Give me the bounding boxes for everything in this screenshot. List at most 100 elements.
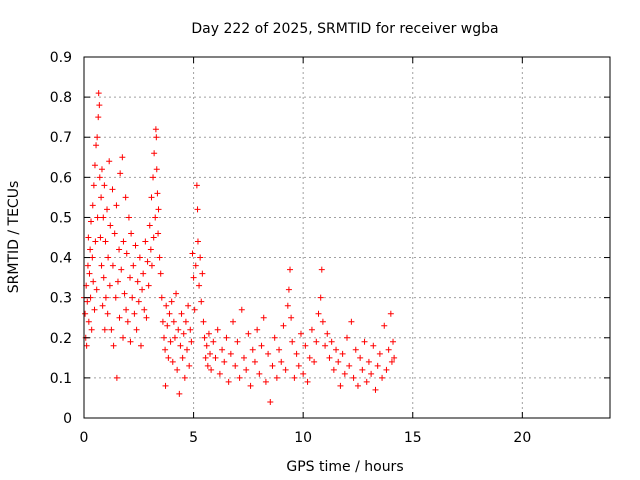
data-point bbox=[148, 262, 155, 269]
data-point bbox=[288, 314, 295, 321]
y-axis-label: SRMTID / TECUs bbox=[6, 181, 22, 294]
data-point bbox=[182, 318, 189, 325]
data-point bbox=[135, 298, 142, 305]
data-point bbox=[308, 326, 315, 333]
data-point bbox=[210, 338, 217, 345]
data-point bbox=[118, 266, 125, 273]
data-point bbox=[89, 202, 96, 209]
data-point bbox=[146, 222, 153, 229]
x-tick-label: 20 bbox=[513, 430, 531, 446]
data-point bbox=[234, 338, 241, 345]
data-point bbox=[212, 354, 219, 361]
data-point bbox=[359, 366, 366, 373]
data-point bbox=[363, 378, 370, 385]
y-tick-label: 0.6 bbox=[50, 170, 72, 186]
data-point bbox=[152, 214, 159, 221]
data-point bbox=[93, 286, 100, 293]
data-point bbox=[108, 326, 115, 333]
data-point bbox=[354, 382, 361, 389]
data-point bbox=[194, 206, 201, 213]
data-point bbox=[150, 174, 157, 181]
data-point bbox=[208, 366, 215, 373]
data-point bbox=[216, 370, 223, 377]
data-point bbox=[368, 370, 375, 377]
data-point bbox=[109, 186, 116, 193]
data-point bbox=[119, 154, 126, 161]
data-point bbox=[387, 310, 394, 317]
data-point bbox=[101, 326, 108, 333]
data-point bbox=[221, 358, 228, 365]
data-point bbox=[127, 338, 134, 345]
data-point bbox=[365, 358, 372, 365]
data-point bbox=[130, 262, 137, 269]
data-point bbox=[148, 194, 155, 201]
y-tick-label: 0.2 bbox=[50, 331, 72, 347]
y-tick-label: 0.7 bbox=[50, 130, 72, 146]
data-point bbox=[93, 142, 100, 149]
data-point bbox=[265, 350, 272, 357]
chart-title: Day 222 of 2025, SRMTID for receiver wgb… bbox=[191, 21, 498, 37]
data-point bbox=[94, 134, 101, 141]
data-point bbox=[136, 254, 143, 261]
data-point bbox=[189, 250, 196, 257]
data-point bbox=[160, 334, 167, 341]
data-point bbox=[90, 278, 97, 285]
data-point bbox=[111, 230, 118, 237]
data-point bbox=[142, 238, 149, 245]
data-point bbox=[236, 374, 243, 381]
data-point bbox=[200, 318, 207, 325]
data-point bbox=[145, 282, 152, 289]
data-point bbox=[168, 298, 175, 305]
data-point bbox=[127, 274, 134, 281]
data-point bbox=[291, 374, 298, 381]
data-point bbox=[106, 282, 113, 289]
data-point bbox=[232, 362, 239, 369]
data-point bbox=[99, 302, 106, 309]
grid-lines bbox=[84, 57, 610, 418]
data-point bbox=[374, 362, 381, 369]
data-point bbox=[91, 306, 98, 313]
data-point bbox=[243, 366, 250, 373]
data-point bbox=[391, 354, 398, 361]
data-point bbox=[171, 334, 178, 341]
data-point bbox=[284, 302, 291, 309]
y-tick-label: 0.4 bbox=[50, 251, 72, 267]
data-point bbox=[98, 194, 105, 201]
data-point bbox=[85, 318, 92, 325]
data-point bbox=[88, 218, 95, 225]
data-point bbox=[187, 326, 194, 333]
data-point bbox=[100, 274, 107, 281]
data-point bbox=[287, 266, 294, 273]
y-tick-label: 0.1 bbox=[50, 371, 72, 387]
data-point bbox=[214, 326, 221, 333]
data-point bbox=[328, 338, 335, 345]
data-point bbox=[107, 222, 114, 229]
data-point bbox=[177, 342, 184, 349]
data-point bbox=[289, 338, 296, 345]
data-point bbox=[198, 298, 205, 305]
y-tick-label: 0.3 bbox=[50, 291, 72, 307]
data-point bbox=[94, 214, 101, 221]
data-point bbox=[86, 270, 93, 277]
data-point bbox=[116, 314, 123, 321]
data-point bbox=[179, 354, 186, 361]
data-point bbox=[306, 354, 313, 361]
data-point bbox=[361, 338, 368, 345]
data-point bbox=[105, 254, 112, 261]
data-point bbox=[96, 174, 103, 181]
data-point bbox=[302, 342, 309, 349]
data-point bbox=[388, 358, 395, 365]
data-point bbox=[91, 162, 98, 169]
data-point bbox=[166, 310, 173, 317]
data-point bbox=[129, 294, 136, 301]
data-point bbox=[114, 278, 121, 285]
data-point bbox=[188, 338, 195, 345]
data-point bbox=[104, 206, 111, 213]
plot-frame bbox=[83, 56, 611, 419]
y-tick-label: 0.8 bbox=[50, 90, 72, 106]
data-point bbox=[315, 310, 322, 317]
data-point bbox=[278, 358, 285, 365]
data-point bbox=[376, 350, 383, 357]
data-point bbox=[194, 238, 201, 245]
data-point bbox=[245, 330, 252, 337]
